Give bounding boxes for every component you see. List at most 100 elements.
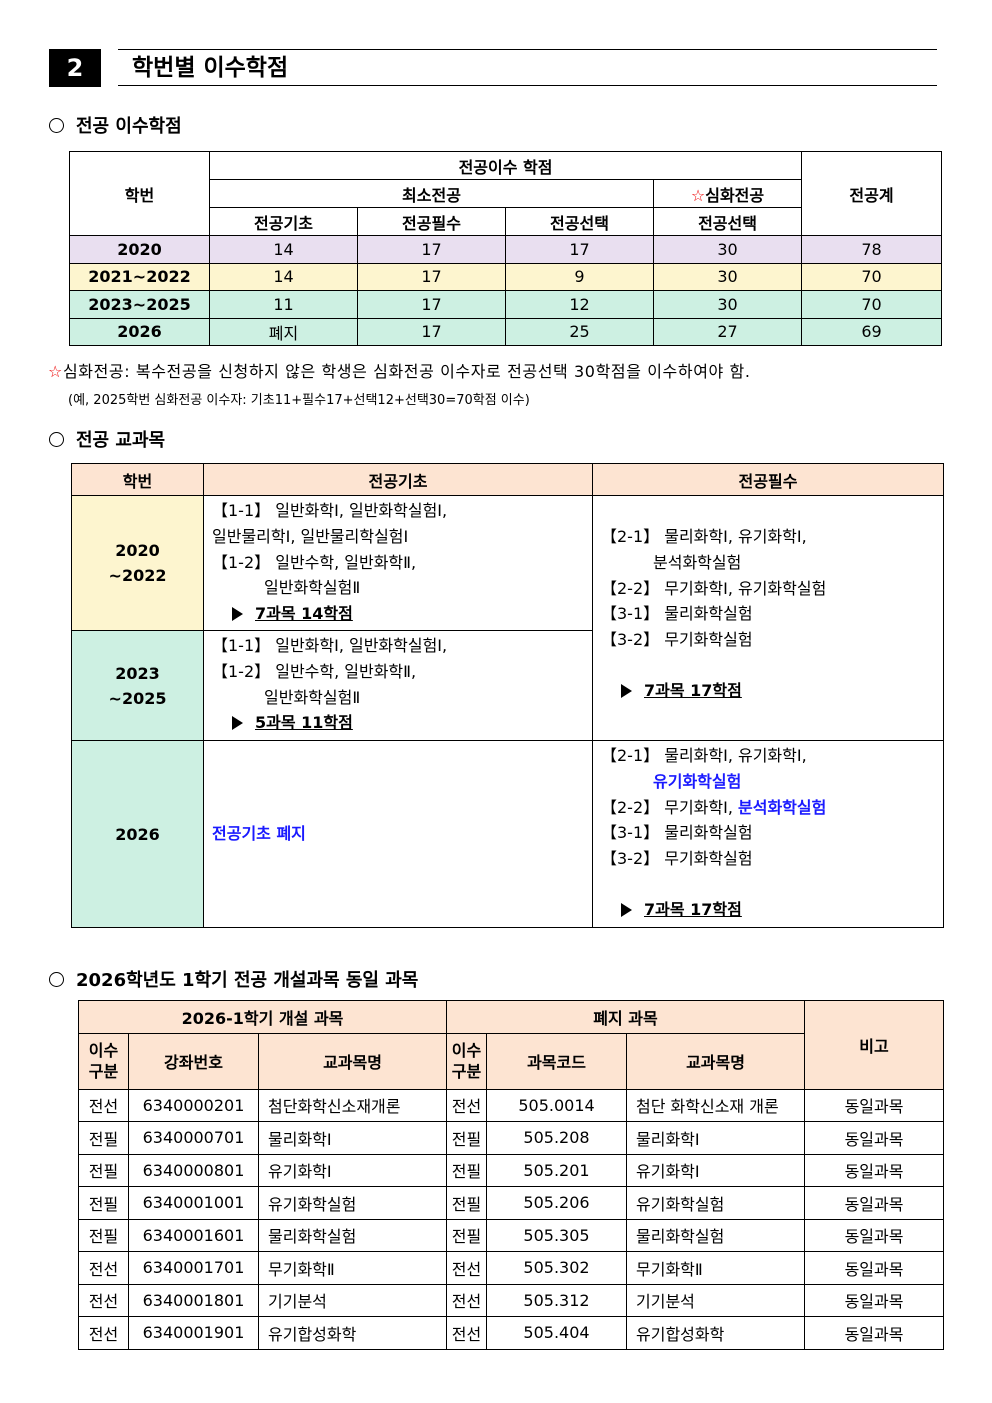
- deep-major-note: ☆심화전공: 복수전공을 신청하지 않은 학생은 심화전공 이수자로 전공선택 …: [48, 358, 751, 382]
- cell-note: 동일과목: [804, 1088, 945, 1122]
- cell-deep: 30: [652, 262, 803, 291]
- cell-type: 전선: [78, 1316, 129, 1350]
- cell-note: 동일과목: [804, 1218, 945, 1252]
- course-line: 【3-1】 물리화학실험: [601, 601, 943, 627]
- heading-text: 전공 교과목: [76, 430, 166, 451]
- cell-deep: 30: [652, 290, 803, 319]
- header-type: 이수 구분: [78, 1032, 129, 1090]
- cell-lecture-no: 6340001701: [128, 1251, 259, 1285]
- course-text: 【2-1】 물리화학Ⅰ, 유기화학Ⅰ,: [601, 746, 807, 765]
- cell-closed-name: 기기분석: [626, 1283, 806, 1317]
- header-basic: 전공기초: [203, 463, 593, 496]
- summary-text: 7과목 14학점: [255, 604, 353, 624]
- triangle-right-icon: [232, 716, 243, 731]
- cell-code: 505.206: [486, 1186, 628, 1220]
- table-row: 전필 6340001001 유기화학실험 전필 505.206 유기화학실험 동일과목: [78, 1186, 945, 1220]
- credits-row: 2020 14 17 17 30 78: [69, 235, 943, 264]
- triangle-right-icon: [621, 683, 632, 698]
- cell-code: 505.302: [486, 1251, 628, 1285]
- cell-total: 78: [801, 235, 943, 264]
- header-group: 전공이수 학점: [208, 151, 803, 180]
- major-courses-table: 학번 전공기초 전공필수 2020 ~2022 【1-1】 일반화학Ⅰ, 일반화학…: [71, 463, 944, 928]
- cell-closed-name: 무기화학Ⅱ: [626, 1251, 806, 1285]
- year-cell: 2020 ~2022: [71, 495, 204, 631]
- cell-closed-name: 물리화학Ⅰ: [626, 1121, 806, 1155]
- course-text: 【2-2】 무기화학Ⅰ, 유기화학실험: [601, 578, 827, 598]
- cell-note: 동일과목: [804, 1251, 945, 1285]
- highlighted-course: 유기화학실험: [653, 771, 742, 791]
- header-total: 전공계: [801, 151, 943, 236]
- circle-bullet-icon: [49, 118, 64, 133]
- cell-closed-type: 전필: [446, 1121, 488, 1155]
- header-min: 최소전공: [209, 179, 654, 208]
- course-text: 【3-1】 물리화학실험: [601, 823, 753, 843]
- basic-courses-cell: 【1-1】 일반화학Ⅰ, 일반화학실험Ⅰ, 【1-2】 일반수학, 일반화학Ⅱ, 일…: [203, 630, 593, 741]
- header-note: 비고: [804, 1000, 945, 1090]
- course-text: 【1-1】 일반화학Ⅰ, 일반화학실험Ⅰ,: [212, 636, 448, 655]
- cell-note: 동일과목: [804, 1283, 945, 1317]
- year-line: 2020: [115, 541, 160, 560]
- course-text: 【1-2】 일반수학, 일반화학Ⅱ,: [212, 661, 417, 681]
- year-cell: 2023 ~2025: [71, 630, 204, 741]
- cell-lecture-no: 6340001801: [128, 1283, 259, 1317]
- cell-lecture-no: 6340001901: [128, 1316, 259, 1350]
- header-lecture-no: 강좌번호: [128, 1032, 259, 1090]
- triangle-right-icon: [621, 902, 632, 917]
- header-name: 교과목명: [626, 1032, 806, 1090]
- header-required: 전공필수: [592, 463, 944, 496]
- cell-code: 505.0014: [486, 1088, 628, 1122]
- year-line: 2023: [115, 663, 160, 683]
- cell-total: 70: [801, 262, 943, 291]
- table-row: 전필 6340000801 유기화학Ⅰ 전필 505.201 유기화학Ⅰ 동일과목: [78, 1153, 945, 1187]
- header-code: 과목코드: [486, 1032, 628, 1090]
- course-line: 일반화학실험Ⅱ: [212, 575, 592, 601]
- cell-closed-type: 전선: [446, 1251, 488, 1285]
- credits-row: 2023~2025 11 17 12 30 70: [69, 290, 943, 319]
- cell-year: 2021~2022: [69, 262, 210, 291]
- summary-text: 7과목 17학점: [644, 680, 742, 700]
- header-required: 전공필수: [357, 207, 506, 236]
- cell-name: 물리화학Ⅰ: [257, 1121, 448, 1155]
- header-deep-text: 심화전공: [705, 185, 765, 205]
- cell-type: 전선: [78, 1088, 129, 1122]
- course-line: 일반물리학Ⅰ, 일반물리학실험Ⅰ: [212, 524, 592, 550]
- section-title: 학번별 이수학점: [118, 49, 937, 86]
- cell-code: 505.312: [486, 1283, 628, 1317]
- course-line: 【3-2】 무기화학실험: [601, 627, 943, 653]
- cell-code: 505.404: [486, 1316, 628, 1350]
- header-closed: 폐지 과목: [446, 1000, 806, 1034]
- note-text: 심화전공: 복수전공을 신청하지 않은 학생은 심화전공 이수자로 전공선택 3…: [62, 362, 751, 381]
- same-courses-table: 2026-1학기 개설 과목 폐지 과목 비고 이수 구분 강좌번호 교과목명 …: [77, 1000, 945, 1350]
- course-line: 【2-2】 무기화학Ⅰ, 분석화학실험: [601, 795, 943, 821]
- header-opened: 2026-1학기 개설 과목: [77, 1000, 448, 1034]
- cell-closed-type: 전선: [446, 1316, 488, 1350]
- course-line: 【1-1】 일반화학Ⅰ, 일반화학실험Ⅰ,: [212, 498, 592, 524]
- cell-basic: 폐지: [209, 317, 358, 346]
- course-line: 【1-2】 일반수학, 일반화학Ⅱ,: [212, 659, 592, 685]
- cell-note: 동일과목: [804, 1186, 945, 1220]
- header-deep-elective: 전공선택: [652, 207, 803, 236]
- cell-code: 505.305: [486, 1218, 628, 1252]
- cell-closed-type: 전선: [446, 1088, 488, 1122]
- cell-required: 17: [357, 235, 506, 264]
- course-line: 【2-2】 무기화학Ⅰ, 유기화학실험: [601, 576, 943, 602]
- credit-summary: 7과목 17학점: [601, 897, 943, 923]
- course-line: 【2-1】 물리화학Ⅰ, 유기화학Ⅰ,: [601, 743, 943, 769]
- cell-deep: 30: [652, 235, 803, 264]
- course-text: 【3-1】 물리화학실험: [601, 604, 753, 624]
- course-line: 【3-2】 무기화학실험: [601, 846, 943, 872]
- course-line: 일반화학실험Ⅱ: [212, 685, 592, 711]
- table-row: 전선 6340001801 기기분석 전선 505.312 기기분석 동일과목: [78, 1283, 945, 1317]
- course-line: 【3-1】 물리화학실험: [601, 820, 943, 846]
- header-year: 학번: [69, 151, 210, 236]
- cell-required: 17: [357, 262, 506, 291]
- cell-year: 2020: [69, 235, 210, 264]
- header-year: 학번: [71, 463, 204, 496]
- cell-closed-name: 유기합성화학: [626, 1316, 806, 1350]
- cell-type: 전필: [78, 1218, 129, 1252]
- star-icon: ☆: [690, 185, 706, 205]
- course-text: 【2-1】 물리화학Ⅰ, 유기화학Ⅰ,: [601, 527, 807, 546]
- course-text: 【3-2】 무기화학실험: [601, 849, 753, 869]
- cell-name: 기기분석: [257, 1283, 448, 1317]
- cell-required: 17: [357, 290, 506, 319]
